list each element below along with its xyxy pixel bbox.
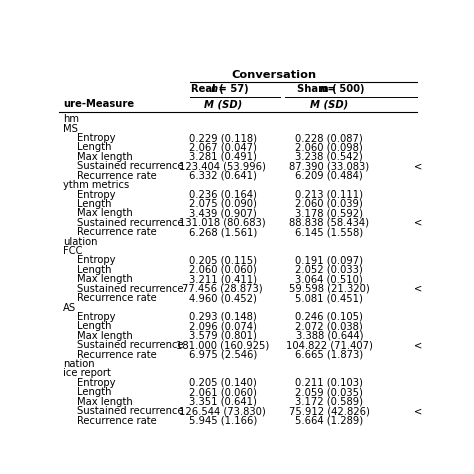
Text: Real (: Real ( — [191, 83, 224, 93]
Text: Conversation: Conversation — [232, 70, 317, 80]
Text: Sustained recurrence: Sustained recurrence — [77, 283, 183, 294]
Text: 59.598 (21.320): 59.598 (21.320) — [289, 283, 370, 294]
Text: <: < — [414, 218, 422, 228]
Text: Sustained recurrence: Sustained recurrence — [77, 406, 183, 416]
Text: 3.281 (0.491): 3.281 (0.491) — [189, 152, 256, 162]
Text: <: < — [414, 340, 422, 350]
Text: 181.000 (160.925): 181.000 (160.925) — [176, 340, 269, 350]
Text: ythm metrics: ythm metrics — [63, 180, 129, 190]
Text: 77.456 (28.873): 77.456 (28.873) — [182, 283, 263, 294]
Text: Recurrence rate: Recurrence rate — [77, 293, 156, 303]
Text: ulation: ulation — [63, 237, 98, 246]
Text: Sustained recurrence: Sustained recurrence — [77, 218, 183, 228]
Text: Recurrence rate: Recurrence rate — [77, 227, 156, 237]
Text: 0.236 (0.164): 0.236 (0.164) — [189, 190, 256, 200]
Text: Max length: Max length — [77, 152, 133, 162]
Text: 0.205 (0.140): 0.205 (0.140) — [189, 378, 256, 388]
Text: 126.544 (73.830): 126.544 (73.830) — [179, 406, 266, 416]
Text: Entropy: Entropy — [77, 312, 115, 322]
Text: FCC: FCC — [63, 246, 82, 256]
Text: 88.838 (58.434): 88.838 (58.434) — [289, 218, 369, 228]
Text: 3.211 (0.411): 3.211 (0.411) — [189, 274, 257, 284]
Text: 6.332 (0.641): 6.332 (0.641) — [189, 171, 256, 181]
Text: 131.018 (80.683): 131.018 (80.683) — [179, 218, 266, 228]
Text: Length: Length — [77, 387, 111, 397]
Text: Recurrence rate: Recurrence rate — [77, 350, 156, 360]
Text: 2.060 (0.039): 2.060 (0.039) — [295, 199, 363, 209]
Text: 3.388 (0.644): 3.388 (0.644) — [295, 331, 363, 341]
Text: Sham (: Sham ( — [297, 83, 337, 93]
Text: 0.246 (0.105): 0.246 (0.105) — [295, 312, 363, 322]
Text: Entropy: Entropy — [77, 378, 115, 388]
Text: = 500): = 500) — [324, 83, 365, 93]
Text: 2.075 (0.090): 2.075 (0.090) — [189, 199, 256, 209]
Text: M (SD): M (SD) — [310, 99, 348, 109]
Text: 4.960 (0.452): 4.960 (0.452) — [189, 293, 256, 303]
Text: Length: Length — [77, 321, 111, 331]
Text: MS: MS — [63, 124, 78, 134]
Text: Recurrence rate: Recurrence rate — [77, 171, 156, 181]
Text: 2.096 (0.074): 2.096 (0.074) — [189, 321, 256, 331]
Text: Length: Length — [77, 199, 111, 209]
Text: Max length: Max length — [77, 274, 133, 284]
Text: ure-Measure: ure-Measure — [63, 99, 134, 109]
Text: ice report: ice report — [63, 368, 111, 378]
Text: Length: Length — [77, 265, 111, 275]
Text: 6.209 (0.484): 6.209 (0.484) — [295, 171, 363, 181]
Text: 5.081 (0.451): 5.081 (0.451) — [295, 293, 363, 303]
Text: 6.975 (2.546): 6.975 (2.546) — [189, 350, 257, 360]
Text: 3.351 (0.641): 3.351 (0.641) — [189, 397, 256, 407]
Text: Entropy: Entropy — [77, 190, 115, 200]
Text: hm: hm — [63, 114, 79, 124]
Text: 2.072 (0.038): 2.072 (0.038) — [295, 321, 363, 331]
Text: <: < — [414, 283, 422, 294]
Text: 6.145 (1.558): 6.145 (1.558) — [295, 227, 363, 237]
Text: <: < — [414, 161, 422, 171]
Text: 0.229 (0.118): 0.229 (0.118) — [189, 133, 257, 143]
Text: 2.061 (0.060): 2.061 (0.060) — [189, 387, 256, 397]
Text: 2.059 (0.035): 2.059 (0.035) — [295, 387, 363, 397]
Text: 3.439 (0.907): 3.439 (0.907) — [189, 209, 256, 219]
Text: 2.060 (0.060): 2.060 (0.060) — [189, 265, 256, 275]
Text: 0.191 (0.097): 0.191 (0.097) — [295, 255, 363, 265]
Text: 75.912 (42.826): 75.912 (42.826) — [289, 406, 370, 416]
Text: 3.579 (0.801): 3.579 (0.801) — [189, 331, 256, 341]
Text: 5.664 (1.289): 5.664 (1.289) — [295, 416, 363, 426]
Text: n: n — [320, 83, 327, 93]
Text: 2.060 (0.098): 2.060 (0.098) — [295, 142, 363, 153]
Text: 2.052 (0.033): 2.052 (0.033) — [295, 265, 363, 275]
Text: 3.238 (0.542): 3.238 (0.542) — [295, 152, 363, 162]
Text: 3.064 (0.510): 3.064 (0.510) — [295, 274, 363, 284]
Text: M (SD): M (SD) — [204, 99, 242, 109]
Text: 0.213 (0.111): 0.213 (0.111) — [295, 190, 363, 200]
Text: Max length: Max length — [77, 397, 133, 407]
Text: <: < — [414, 406, 422, 416]
Text: Sustained recurrence: Sustained recurrence — [77, 161, 183, 171]
Text: 6.665 (1.873): 6.665 (1.873) — [295, 350, 363, 360]
Text: 0.293 (0.148): 0.293 (0.148) — [189, 312, 256, 322]
Text: 3.172 (0.589): 3.172 (0.589) — [295, 397, 363, 407]
Text: AS: AS — [63, 302, 76, 312]
Text: 104.822 (71.407): 104.822 (71.407) — [286, 340, 373, 350]
Text: Sustained recurrence: Sustained recurrence — [77, 340, 183, 350]
Text: Max length: Max length — [77, 331, 133, 341]
Text: Entropy: Entropy — [77, 255, 115, 265]
Text: Length: Length — [77, 142, 111, 153]
Text: 0.228 (0.087): 0.228 (0.087) — [295, 133, 363, 143]
Text: 123.404 (53.996): 123.404 (53.996) — [179, 161, 266, 171]
Text: = 57): = 57) — [215, 83, 249, 93]
Text: 6.268 (1.561): 6.268 (1.561) — [189, 227, 257, 237]
Text: 3.178 (0.592): 3.178 (0.592) — [295, 209, 363, 219]
Text: 0.211 (0.103): 0.211 (0.103) — [295, 378, 363, 388]
Text: 2.067 (0.047): 2.067 (0.047) — [189, 142, 256, 153]
Text: Recurrence rate: Recurrence rate — [77, 416, 156, 426]
Text: 87.390 (33.083): 87.390 (33.083) — [289, 161, 369, 171]
Text: n: n — [211, 83, 218, 93]
Text: nation: nation — [63, 359, 94, 369]
Text: 5.945 (1.166): 5.945 (1.166) — [189, 416, 257, 426]
Text: 0.205 (0.115): 0.205 (0.115) — [189, 255, 257, 265]
Text: Max length: Max length — [77, 209, 133, 219]
Text: Entropy: Entropy — [77, 133, 115, 143]
